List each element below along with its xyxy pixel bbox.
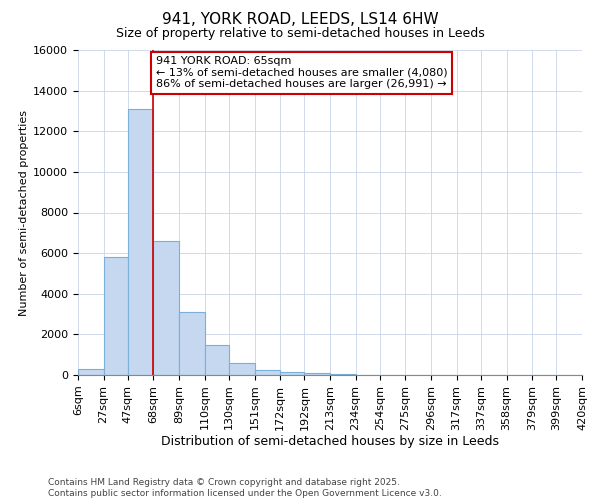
- Bar: [304, 373, 330, 375]
- Bar: [104, 257, 128, 375]
- X-axis label: Distribution of semi-detached houses by size in Leeds: Distribution of semi-detached houses by …: [161, 436, 499, 448]
- Bar: [154, 241, 179, 375]
- Bar: [229, 363, 254, 375]
- Bar: [128, 109, 154, 375]
- Text: 941 YORK ROAD: 65sqm
← 13% of semi-detached houses are smaller (4,080)
86% of se: 941 YORK ROAD: 65sqm ← 13% of semi-detac…: [156, 56, 448, 90]
- Text: 941, YORK ROAD, LEEDS, LS14 6HW: 941, YORK ROAD, LEEDS, LS14 6HW: [161, 12, 439, 28]
- Bar: [205, 344, 229, 375]
- Bar: [254, 370, 280, 375]
- Bar: [330, 374, 356, 375]
- Bar: [78, 369, 104, 375]
- Text: Size of property relative to semi-detached houses in Leeds: Size of property relative to semi-detach…: [116, 28, 484, 40]
- Bar: [280, 372, 304, 375]
- Text: Contains HM Land Registry data © Crown copyright and database right 2025.
Contai: Contains HM Land Registry data © Crown c…: [48, 478, 442, 498]
- Y-axis label: Number of semi-detached properties: Number of semi-detached properties: [19, 110, 29, 316]
- Bar: [179, 312, 205, 375]
